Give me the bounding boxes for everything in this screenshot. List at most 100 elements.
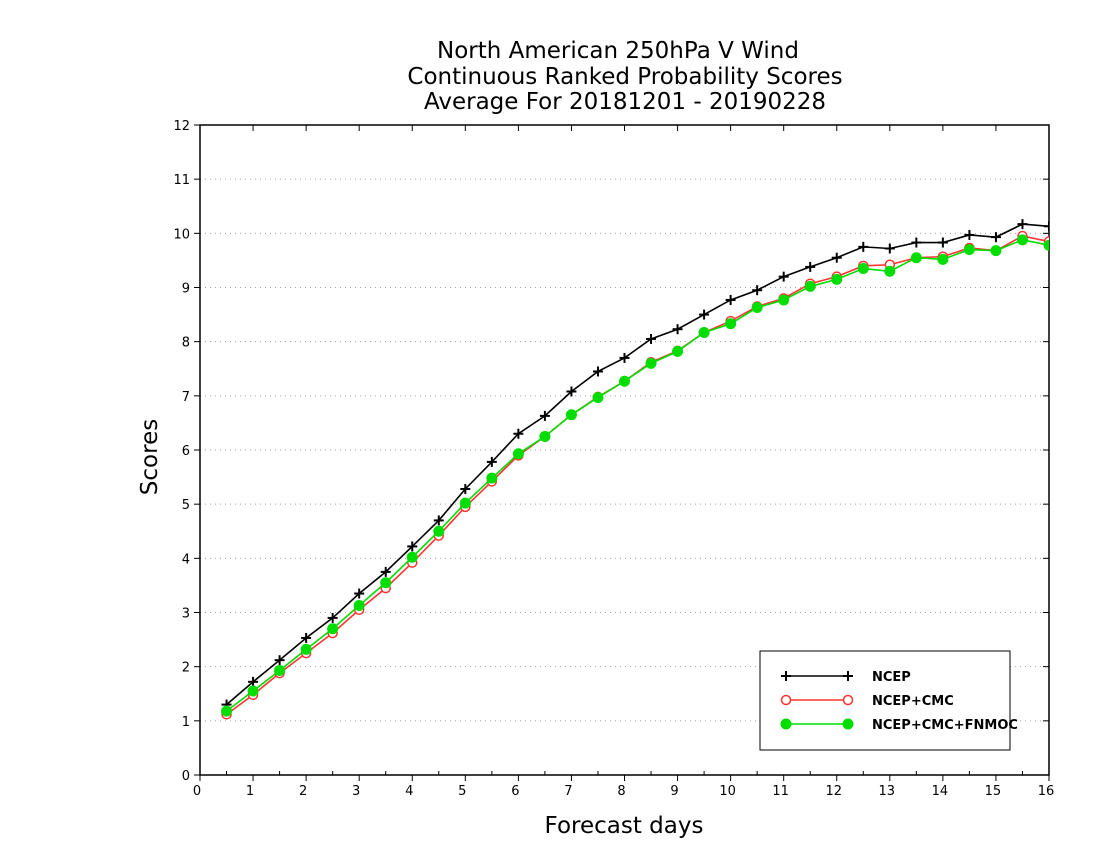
data-point [964, 229, 975, 240]
x-axis-title: Forecast days [545, 813, 704, 839]
y-tick-label: 6 [182, 444, 190, 459]
chart-title-line-2: Continuous Ranked Probability Scores [407, 64, 842, 90]
legend-label: NCEP+CMC+FNMOC [872, 718, 1018, 733]
data-point [937, 237, 948, 248]
data-point [672, 345, 684, 357]
x-tick-label: 4 [405, 784, 413, 799]
data-point [221, 705, 233, 717]
data-point [301, 632, 312, 643]
series-line [226, 223, 1049, 706]
data-point [592, 366, 603, 377]
y-tick-label: 4 [182, 552, 190, 567]
data-point [699, 309, 710, 320]
data-point [327, 612, 338, 623]
y-tick-label: 2 [182, 661, 190, 676]
legend-marker [780, 718, 792, 730]
series-ncep-cmc-fnmoc [221, 234, 1049, 717]
data-point [354, 588, 365, 599]
data-point [937, 253, 949, 265]
data-point [592, 391, 604, 403]
data-point [831, 252, 842, 263]
data-point [460, 484, 471, 494]
data-point [1017, 219, 1028, 230]
x-tick-label: 1 [246, 784, 254, 799]
data-point [247, 685, 259, 697]
data-point [566, 386, 577, 397]
data-point [778, 294, 790, 306]
data-point [274, 655, 285, 666]
legend-label: NCEP [872, 670, 911, 685]
data-point [539, 430, 551, 442]
x-tick-label: 15 [985, 784, 1002, 799]
data-point [433, 515, 444, 526]
data-point [831, 273, 843, 285]
data-point [646, 333, 657, 344]
data-point [300, 643, 312, 655]
series-ncep-cmc [221, 230, 1049, 720]
x-tick-label: 0 [193, 784, 201, 799]
y-tick-label: 11 [173, 173, 190, 188]
data-point [433, 525, 445, 537]
data-point [619, 352, 630, 363]
data-point [380, 566, 391, 577]
y-tick-label: 3 [182, 607, 190, 622]
data-point [698, 326, 710, 338]
data-point [884, 265, 896, 277]
x-tick-label: 3 [352, 784, 360, 799]
data-point [751, 302, 763, 314]
y-tick-label: 1 [182, 715, 190, 730]
series-line [226, 239, 1049, 712]
data-point [910, 252, 922, 264]
x-tick-label: 10 [719, 784, 736, 799]
data-point [990, 245, 1002, 257]
y-tick-label: 10 [173, 227, 190, 242]
data-point [858, 241, 869, 252]
data-point [990, 232, 1001, 243]
data-point [486, 472, 498, 484]
data-point [963, 244, 975, 256]
data-series [221, 219, 1049, 720]
data-point [407, 541, 418, 552]
legend-marker [842, 718, 854, 730]
legend-marker [843, 671, 853, 681]
legend-label: NCEP+CMC [872, 694, 954, 709]
chart-title-line-1: North American 250hPa V Wind [437, 38, 799, 64]
x-tick-label: 14 [932, 784, 949, 799]
y-tick-label: 9 [182, 282, 190, 297]
data-point [248, 676, 259, 687]
data-point [565, 409, 577, 421]
legend-item: NCEP [781, 670, 911, 685]
chart-title-line-3: Average For 20181201 - 20190228 [424, 89, 826, 115]
data-point [857, 263, 869, 275]
data-point [459, 497, 471, 509]
x-axis-ticks: 0 1 2 3 4 5 6 7 8 9 10 11 12 13 14 15 16 [193, 125, 1054, 799]
data-point [672, 324, 683, 335]
data-point [725, 318, 737, 330]
x-tick-label: 6 [511, 784, 519, 799]
data-point [619, 375, 630, 387]
chart-title: North American 250hPa V Wind Continuous … [407, 38, 842, 115]
y-tick-label: 8 [182, 336, 190, 351]
y-tick-label: 5 [182, 498, 190, 513]
data-point [513, 428, 524, 439]
x-tick-label: 9 [670, 784, 678, 799]
data-point [1044, 221, 1049, 232]
x-tick-label: 7 [564, 784, 572, 799]
data-point [804, 280, 816, 292]
x-tick-label: 13 [879, 784, 896, 799]
data-point [353, 599, 365, 611]
x-tick-label: 2 [299, 784, 307, 799]
y-tick-label: 7 [182, 390, 190, 405]
data-point [406, 551, 418, 563]
legend: NCEP NCEP+CMC NCEP+CMC+FNMOC [759, 650, 1018, 751]
x-tick-label: 12 [825, 784, 842, 799]
y-tick-label: 12 [173, 119, 190, 134]
legend-marker [842, 694, 854, 706]
data-point [380, 577, 392, 589]
legend-item: NCEP+CMC [780, 694, 954, 709]
y-tick-label: 0 [182, 769, 190, 784]
series-ncep [221, 219, 1049, 710]
data-point [512, 448, 524, 460]
